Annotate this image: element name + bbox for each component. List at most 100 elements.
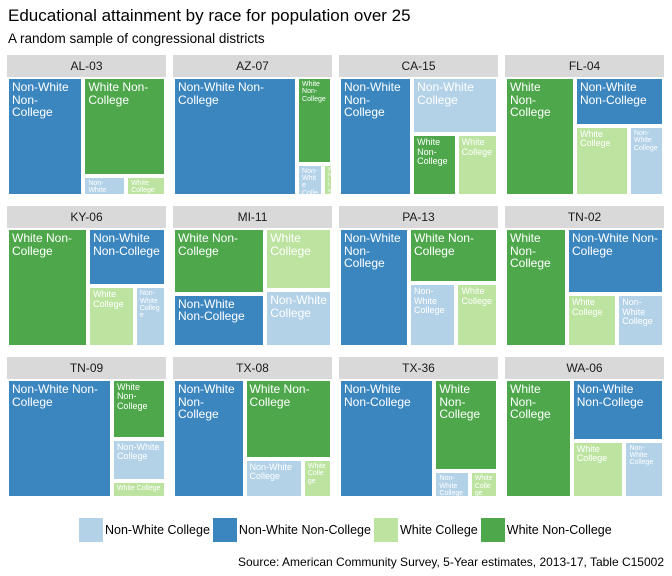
facet-strip-label: TX-36 [339,357,498,379]
treemap-tile-non-white-college: Non-White College [83,176,127,196]
facet-panel-ky-06: KY-06 White Non-College Non-White Non-Coll… [7,206,166,347]
treemap-tile-non-white-non-college: Non-White Non-College [339,379,435,498]
treemap-tile-white-college: White College [567,294,618,347]
treemap-tile-non-white-college: Non-White College [111,438,166,481]
treemap-tile-white-non-college: White Non-College [111,379,166,439]
treemap-tile-white-non-college: White Non-College [173,228,266,294]
treemap-tile-non-white-non-college: Non-White Non-College [173,293,266,347]
facet-strip-label: TN-09 [7,357,166,379]
treemap-plot: White Non-College Non-White Non-College Wh… [7,228,166,347]
treemap-tile-white-college: White College [469,471,498,498]
treemap-plot: Non-White Non-College White Non-College No… [339,379,498,498]
treemap-tile-non-white-non-college: Non-White Non-College [574,77,664,126]
chart-subtitle: A random sample of congressional distric… [8,31,265,46]
facet-strip-label: AL-03 [7,55,166,77]
facet-strip-label: TN-02 [505,206,664,228]
treemap-tile-non-white-non-college: Non-White Non-College [173,379,245,498]
treemap-plot: White Non-College Non-White Non-College Wh… [505,379,664,498]
legend-label: White College [399,523,478,537]
treemap-plot: Non-White Non-College White Non-College No… [339,228,498,347]
treemap-tile-white-non-college: White Non-College [244,379,332,460]
legend-swatch [79,518,103,542]
treemap-tile-white-college: White College [265,228,332,291]
treemap-tile-non-white-college: Non-White College [617,294,664,347]
treemap-tile-non-white-college: Non-White College [408,283,457,347]
treemap-tile-non-white-non-college: Non-White Non-College [567,228,664,295]
source-caption: Source: American Community Survey, 5-Yea… [238,555,664,569]
facet-panel-ca-15: CA-15 Non-White Non-College Non-White Coll… [339,55,498,196]
facet-panel-mi-11: MI-11 White Non-College Non-White Non-Coll… [173,206,332,347]
facet-panel-fl-04: FL-04 White Non-College Non-White Non-Coll… [505,55,664,196]
legend-swatch [212,518,237,542]
legend: Non-White College Non-White Non-College Wh… [79,517,615,543]
treemap-tile-non-white-non-college: Non-White Non-College [7,379,112,498]
legend-label: Non-White College [105,523,210,537]
treemap-tile-non-white-non-college: Non-White Non-College [571,379,664,441]
treemap-tile-non-white-college: Non-White College [297,163,324,196]
legend-label: White Non-College [506,523,612,537]
treemap-tile-white-college: White College [571,440,625,498]
treemap-tile-non-white-college: Non-White College [244,459,303,498]
facet-panel-al-03: AL-03 Non-White Non-College White Non-Coll… [7,55,166,196]
treemap-tile-white-college: White College [323,163,334,196]
treemap-tile-white-non-college: White Non-College [7,228,89,347]
facet-strip-label: MI-11 [173,206,332,228]
treemap-tile-white-college: White College [302,459,332,498]
facet-panel-tn-02: TN-02 White Non-College Non-White Non-Coll… [505,206,664,347]
facet-strip-label: AZ-07 [173,55,332,77]
chart-title: Educational attainment by race for popul… [8,6,411,25]
treemap-tile-white-non-college: White Non-College [505,77,575,196]
treemap-tile-white-college: White College [111,480,166,498]
treemap-tile-non-white-college: Non-White College [265,290,332,347]
treemap-plot: White Non-College Non-White Non-College Wh… [505,77,664,196]
treemap-plot: White Non-College Non-White Non-College Wh… [173,228,332,347]
treemap-tile-white-college: White College [456,283,498,347]
treemap-tile-non-white-non-college: Non-White Non-College [339,77,413,196]
facet-strip-label: WA-06 [505,357,664,379]
treemap-tile-white-non-college: White Non-College [408,228,498,284]
treemap-tile-non-white-college: Non-White College [628,125,664,196]
facet-strip-label: CA-15 [339,55,498,77]
treemap-tile-white-college: White College [456,134,498,196]
facet-panel-tx-08: TX-08 Non-White Non-College White Non-Coll… [173,357,332,498]
treemap-plot: Non-White Non-College White Non-College No… [7,379,166,498]
treemap-tile-non-white-non-college: Non-White Non-College [88,228,166,287]
treemap-tile-white-college: White College [88,286,135,347]
facet-panel-tn-09: TN-09 Non-White Non-College White Non-Coll… [7,357,166,498]
legend-swatch [480,518,505,542]
treemap-plot: Non-White Non-College Non-White College Wh… [339,77,498,196]
treemap-tile-white-non-college: White Non-College [505,228,567,347]
facet-panel-wa-06: WA-06 White Non-College Non-White Non-Coll… [505,357,664,498]
treemap-tile-white-non-college: White Non-College [83,77,166,177]
treemap-plot: Non-White Non-College White Non-College No… [173,77,334,196]
treemap-plot: Non-White Non-College White Non-College No… [7,77,166,196]
facet-strip-label: TX-08 [173,357,332,379]
treemap-plot: Non-White Non-College White Non-College No… [173,379,332,498]
treemap-plot: White Non-College Non-White Non-College Wh… [505,228,664,347]
legend-item-non-white-college: Non-White College [79,518,210,542]
treemap-tile-white-non-college: White Non-College [297,77,332,164]
legend-item-non-white-non-college: Non-White Non-College [212,518,371,542]
treemap-tile-non-white-college: Non-White College [434,471,470,498]
treemap-tile-non-white-non-college: Non-White Non-College [339,228,409,347]
facet-panel-tx-36: TX-36 Non-White Non-College White Non-Coll… [339,357,498,498]
treemap-tile-non-white-non-college: Non-White Non-College [7,77,84,196]
facet-strip-label: KY-06 [7,206,166,228]
treemap-tile-non-white-college: Non-White College [134,286,166,347]
treemap-tile-white-college: White College [574,125,629,196]
facet-panel-az-07: AZ-07 Non-White Non-College White Non-Coll… [173,55,334,196]
treemap-tile-non-white-college: Non-White College [412,77,498,135]
legend-label: Non-White Non-College [238,523,371,537]
treemap-tile-non-white-college: Non-White College [624,440,664,498]
facet-strip-label: FL-04 [505,55,664,77]
facet-strip-label: PA-13 [339,206,498,228]
treemap-tile-white-non-college: White Non-College [505,379,572,498]
facet-panel-pa-13: PA-13 Non-White Non-College White Non-Coll… [339,206,498,347]
legend-swatch [373,518,398,542]
treemap-tile-white-non-college: White Non-College [412,134,457,196]
treemap-tile-white-college: White College [126,176,166,196]
legend-item-white-college: White College [373,518,478,542]
treemap-tile-white-non-college: White Non-College [434,379,498,472]
legend-item-white-non-college: White Non-College [480,518,612,542]
treemap-tile-non-white-non-college: Non-White Non-College [173,77,298,196]
